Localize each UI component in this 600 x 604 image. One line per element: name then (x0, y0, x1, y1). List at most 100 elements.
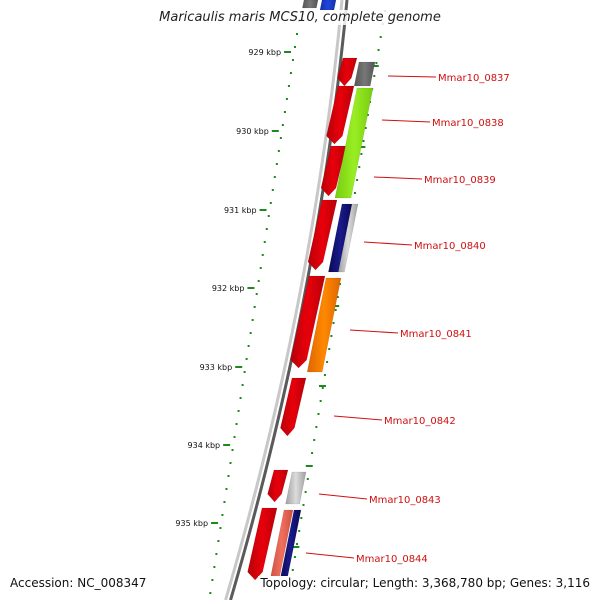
tick-dot (279, 137, 282, 139)
tick-dot (375, 62, 378, 64)
kbp-label: 935 kbp (175, 519, 208, 528)
tick-dot (271, 189, 274, 191)
gene-arrow (337, 57, 358, 87)
tick-dot (233, 436, 236, 438)
tick-dot (315, 426, 318, 428)
major-tick (259, 209, 267, 211)
major-tick (305, 465, 313, 467)
tick-dot (358, 166, 361, 168)
tick-dot (356, 179, 359, 181)
major-tick (318, 385, 326, 387)
major-tick (284, 51, 292, 53)
tick-dot (263, 241, 266, 243)
tick-dot (302, 504, 305, 506)
gene-label: Mmar10_0841 (400, 329, 472, 340)
tick-dot (253, 306, 256, 308)
feature-block-top (319, 0, 337, 11)
tick-dot (373, 75, 376, 77)
tick-dot (223, 501, 226, 503)
tick-dot (231, 449, 234, 451)
tick-dot (304, 491, 307, 493)
leader-line (363, 241, 413, 246)
tick-dot (257, 280, 260, 282)
major-tick (211, 522, 219, 524)
gene-arrow (326, 85, 355, 145)
feature-block-green (334, 87, 374, 199)
tick-dot (249, 332, 252, 334)
tick-dot (285, 98, 288, 100)
tick-dot (261, 254, 264, 256)
tick-dot (321, 387, 324, 389)
tick-dot (293, 46, 296, 48)
tick-dot (287, 85, 290, 87)
tick-dot (229, 462, 232, 464)
feature-block-gray (353, 61, 376, 87)
tick-dot (338, 283, 341, 285)
tick-dot (213, 566, 216, 568)
gene-arrow (280, 377, 307, 437)
tick-dot (235, 423, 238, 425)
kbp-label: 929 kbp (248, 48, 281, 57)
tick-dot (221, 514, 224, 516)
feature-block-orange (306, 277, 342, 373)
tick-dot (237, 410, 240, 412)
genome-title: Maricaulis maris MCS10, complete genome (0, 10, 600, 25)
leader-line (387, 75, 437, 78)
leader-line (333, 415, 383, 421)
tick-dot (360, 153, 363, 155)
tick-dot (291, 569, 294, 571)
tick-dot (293, 556, 296, 558)
kbp-label: 930 kbp (236, 127, 269, 136)
major-tick (332, 305, 340, 307)
tick-dot (247, 345, 250, 347)
tick-dot (277, 150, 280, 152)
tick-dot (332, 322, 335, 324)
tick-dot (239, 397, 242, 399)
gene-label: Mmar10_0838 (432, 118, 504, 129)
tick-dot (379, 36, 382, 38)
major-tick (247, 287, 255, 289)
tick-dot (255, 293, 258, 295)
leader-line (349, 329, 399, 334)
gene-label: Mmar10_0839 (424, 175, 496, 186)
topology-text: Topology: circular; Length: 3,368,780 bp… (258, 576, 592, 590)
tick-dot (296, 543, 299, 545)
leader-line (373, 176, 423, 180)
accession-text: Accession: NC_008347 (8, 576, 149, 590)
gene-arrow (320, 145, 347, 197)
gene-arrow (290, 275, 326, 369)
tick-dot (251, 319, 254, 321)
kbp-label: 931 kbp (224, 206, 257, 215)
tick-dot (209, 592, 212, 594)
major-tick (235, 366, 243, 368)
tick-dot (219, 527, 222, 529)
tick-dot (323, 374, 326, 376)
tick-dot (362, 140, 365, 142)
tick-dot (298, 530, 301, 532)
tick-dot (265, 228, 268, 230)
tick-dot (317, 413, 320, 415)
tick-dot (330, 335, 333, 337)
kbp-label: 934 kbp (188, 441, 221, 450)
gene-arrow (307, 199, 338, 271)
tick-dot (241, 384, 244, 386)
tick-dot (291, 59, 294, 61)
gene-label: Mmar10_0837 (438, 73, 510, 84)
tick-dot (283, 111, 286, 113)
tick-dot (306, 478, 309, 480)
major-tick (223, 444, 231, 446)
tick-dot (289, 72, 292, 74)
gene-label: Mmar10_0842 (384, 416, 456, 427)
tick-dot (377, 49, 380, 51)
tick-dot (267, 215, 270, 217)
tick-dot (300, 517, 303, 519)
major-tick (271, 130, 279, 132)
major-tick (371, 65, 379, 67)
tick-dot (334, 309, 337, 311)
tick-dot (227, 475, 230, 477)
tick-dot (269, 202, 272, 204)
tick-dot (217, 540, 220, 542)
gene-label: Mmar10_0844 (356, 554, 428, 565)
gene-arrow (267, 469, 289, 503)
